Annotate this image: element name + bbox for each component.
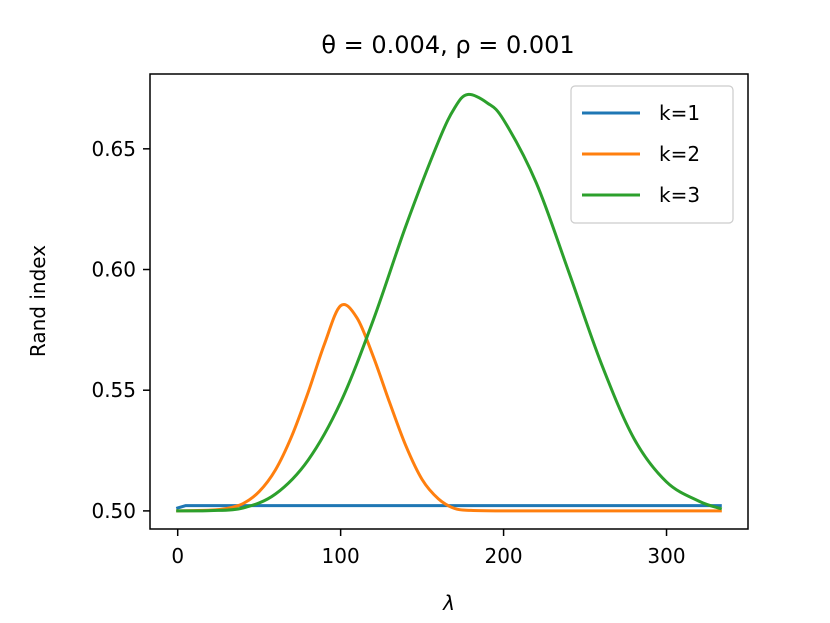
series-line-k2 xyxy=(176,303,722,513)
y-tick-label: 0.60 xyxy=(91,258,136,282)
series-line-k1 xyxy=(175,504,722,510)
x-tick-label: 100 xyxy=(322,544,360,568)
y-axis: 0.50 0.55 0.60 0.65 xyxy=(91,137,150,523)
y-tick-label: 0.50 xyxy=(91,499,136,523)
chart-title: θ = 0.004, ρ = 0.001 xyxy=(321,31,574,59)
x-tick-label: 300 xyxy=(647,544,685,568)
legend-label-k1: k=1 xyxy=(659,101,700,125)
y-tick-label: 0.55 xyxy=(91,378,136,402)
plot-area xyxy=(175,92,723,513)
legend-label-k2: k=2 xyxy=(659,142,700,166)
legend-frame xyxy=(570,85,734,224)
y-axis-label: Rand index xyxy=(26,245,50,357)
y-tick-label: 0.65 xyxy=(91,137,136,161)
x-axis-label: λ xyxy=(442,591,455,615)
legend: k=1 k=2 k=3 xyxy=(570,85,734,224)
plot-frame xyxy=(149,73,749,530)
series-line-k3 xyxy=(176,92,723,513)
x-tick-label: 200 xyxy=(484,544,522,568)
x-axis: 0 100 200 300 xyxy=(171,529,686,568)
x-tick-label: 0 xyxy=(171,544,184,568)
legend-label-k3: k=3 xyxy=(659,183,700,207)
